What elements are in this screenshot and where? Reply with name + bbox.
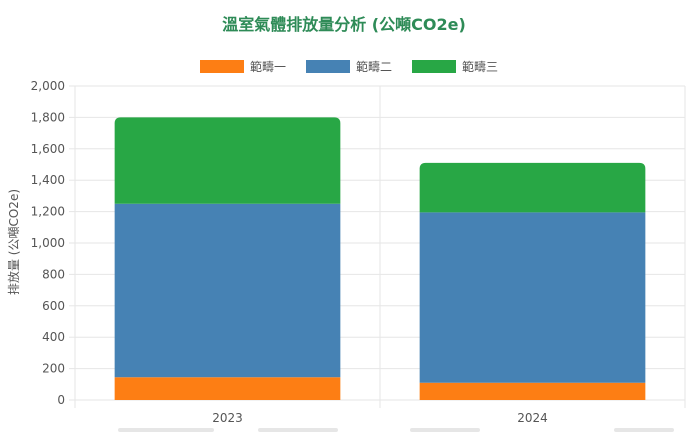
bar-segment [419,382,646,400]
scrollbar-stub [118,428,214,432]
legend-swatch [200,60,244,73]
bar-segment [114,203,341,378]
x-tick-label: 2024 [517,411,548,425]
y-tick-label: 200 [42,362,65,376]
bar-segment [419,212,646,383]
bar-segment [114,377,341,400]
scrollbar-stub [410,428,480,432]
y-tick-label: 1,200 [31,205,65,219]
legend: 範疇一 範疇二 範疇三 [200,59,498,74]
bar-segment [419,162,646,213]
legend-label: 範疇二 [356,59,392,74]
y-axis-label: 排放量 (公噸CO2e) [6,189,21,295]
chart-title: 溫室氣體排放量分析 (公噸CO2e) [222,15,466,34]
scrollbar-stub [258,428,338,432]
legend-swatch [306,60,350,73]
y-tick-label: 400 [42,330,65,344]
y-tick-label: 0 [57,393,65,407]
bar-segment [114,117,341,204]
y-tick-label: 600 [42,299,65,313]
x-tick-labels: 2023 2024 [212,411,548,425]
bars [114,117,646,400]
legend-label: 範疇三 [462,59,498,74]
legend-swatch [412,60,456,73]
y-tick-label: 800 [42,267,65,281]
y-tick-label: 1,600 [31,142,65,156]
scrollbar-stub [614,428,674,432]
y-tick-label: 2,000 [31,79,65,93]
y-tick-label: 1,800 [31,110,65,124]
y-tick-label: 1,400 [31,173,65,187]
y-tick-label: 1,000 [31,236,65,250]
y-tick-labels: 0 200 400 600 800 1,000 1,200 1,400 1,600 1,800 2,… [31,79,65,407]
x-tick-label: 2023 [212,411,243,425]
legend-label: 範疇一 [250,59,286,74]
